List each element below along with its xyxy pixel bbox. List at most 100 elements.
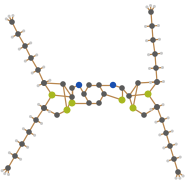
Circle shape <box>22 127 25 130</box>
Circle shape <box>141 112 147 118</box>
Circle shape <box>130 105 136 112</box>
Circle shape <box>179 156 182 159</box>
Circle shape <box>160 52 163 55</box>
Circle shape <box>167 116 170 119</box>
Circle shape <box>31 71 34 74</box>
Circle shape <box>5 17 8 20</box>
Circle shape <box>158 38 161 41</box>
Circle shape <box>154 121 157 124</box>
Circle shape <box>175 143 178 146</box>
Circle shape <box>150 37 156 43</box>
Circle shape <box>19 158 22 161</box>
Circle shape <box>19 141 25 147</box>
Circle shape <box>147 53 150 56</box>
Circle shape <box>24 60 27 63</box>
Circle shape <box>22 29 25 32</box>
Circle shape <box>159 117 165 123</box>
Circle shape <box>178 177 181 180</box>
Circle shape <box>175 169 181 175</box>
Circle shape <box>3 172 6 175</box>
Circle shape <box>54 112 60 118</box>
Circle shape <box>145 39 148 42</box>
Circle shape <box>154 79 160 85</box>
Circle shape <box>35 67 41 73</box>
Circle shape <box>163 130 169 136</box>
Circle shape <box>29 41 32 44</box>
Circle shape <box>15 31 21 37</box>
Circle shape <box>167 143 173 149</box>
Circle shape <box>8 151 11 154</box>
Circle shape <box>154 104 160 110</box>
Circle shape <box>40 122 43 125</box>
Circle shape <box>76 82 82 88</box>
Circle shape <box>158 133 161 136</box>
Circle shape <box>96 82 102 88</box>
Circle shape <box>149 108 152 111</box>
Circle shape <box>15 139 18 142</box>
Circle shape <box>68 99 76 106</box>
Circle shape <box>153 5 156 8</box>
Circle shape <box>37 103 40 106</box>
Circle shape <box>162 80 165 83</box>
Circle shape <box>41 80 47 86</box>
Circle shape <box>152 51 158 57</box>
Circle shape <box>101 91 107 97</box>
Circle shape <box>7 173 10 176</box>
Circle shape <box>5 165 11 171</box>
Circle shape <box>49 91 55 98</box>
Circle shape <box>166 159 169 162</box>
Circle shape <box>157 24 160 27</box>
Circle shape <box>60 81 66 87</box>
Circle shape <box>81 91 87 97</box>
Circle shape <box>149 23 155 29</box>
Circle shape <box>153 65 159 71</box>
Circle shape <box>171 130 174 133</box>
Circle shape <box>119 85 125 91</box>
Circle shape <box>118 97 126 104</box>
Circle shape <box>171 156 177 162</box>
Circle shape <box>162 146 165 149</box>
Circle shape <box>161 66 164 69</box>
Circle shape <box>42 66 45 68</box>
Circle shape <box>110 82 116 88</box>
Circle shape <box>69 85 75 91</box>
Circle shape <box>148 67 151 70</box>
Circle shape <box>182 174 185 177</box>
Circle shape <box>144 25 147 28</box>
Circle shape <box>161 103 164 106</box>
Circle shape <box>86 82 92 88</box>
Circle shape <box>41 105 47 111</box>
Circle shape <box>41 105 47 111</box>
Circle shape <box>11 36 14 39</box>
Circle shape <box>11 14 14 17</box>
Circle shape <box>41 80 47 86</box>
Circle shape <box>37 84 40 87</box>
Circle shape <box>145 91 152 98</box>
Circle shape <box>145 5 148 9</box>
Circle shape <box>33 117 39 123</box>
Circle shape <box>64 106 70 114</box>
Circle shape <box>1 169 4 172</box>
Circle shape <box>149 4 152 7</box>
Circle shape <box>8 15 11 18</box>
Circle shape <box>9 19 15 25</box>
Circle shape <box>28 55 34 61</box>
Circle shape <box>96 100 102 106</box>
Circle shape <box>22 43 28 49</box>
Circle shape <box>29 115 32 118</box>
Circle shape <box>154 104 160 110</box>
Circle shape <box>26 129 32 135</box>
Circle shape <box>33 134 36 137</box>
Circle shape <box>18 48 21 51</box>
Circle shape <box>154 79 160 85</box>
Circle shape <box>48 110 51 113</box>
Circle shape <box>69 94 75 100</box>
Circle shape <box>135 80 141 86</box>
Circle shape <box>26 146 29 149</box>
Circle shape <box>148 9 154 15</box>
Circle shape <box>174 177 177 180</box>
Circle shape <box>35 53 38 56</box>
Circle shape <box>48 79 51 82</box>
Circle shape <box>12 153 18 159</box>
Circle shape <box>126 93 132 99</box>
